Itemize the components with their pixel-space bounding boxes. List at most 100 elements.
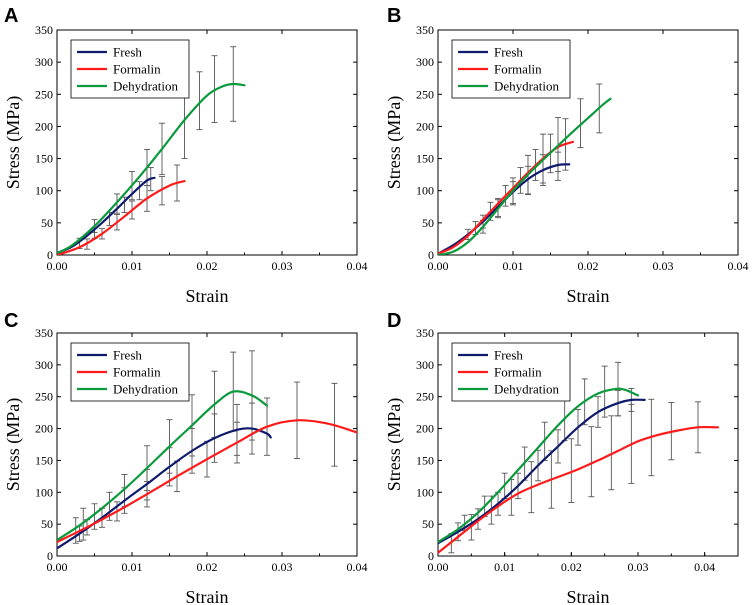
y-tick-label: 50 bbox=[41, 517, 53, 531]
legend-label-formalin: Formalin bbox=[494, 365, 542, 380]
legend: Fresh Formalin Dehydration bbox=[451, 39, 571, 99]
series-line-dehydration bbox=[438, 387, 640, 544]
y-tick-label: 150 bbox=[35, 453, 53, 467]
x-tick-label: 0.00 bbox=[428, 560, 449, 574]
series-line-fresh bbox=[57, 427, 272, 550]
x-tick-label: 0.01 bbox=[122, 259, 143, 273]
x-tick-label: 0.01 bbox=[503, 259, 524, 273]
y-tick-label: 50 bbox=[41, 216, 53, 230]
y-tick-label: 50 bbox=[422, 216, 434, 230]
x-axis-title: Strain bbox=[567, 587, 610, 605]
y-tick-label: 200 bbox=[416, 119, 434, 133]
y-tick-label: 300 bbox=[416, 55, 434, 69]
error-bars-fresh bbox=[76, 402, 255, 542]
legend-label-formalin: Formalin bbox=[113, 365, 161, 380]
y-tick-label: 250 bbox=[35, 390, 53, 404]
legend-label-fresh: Fresh bbox=[113, 45, 142, 60]
x-tick-label: 0.02 bbox=[197, 259, 218, 273]
x-tick-label: 0.03 bbox=[272, 259, 293, 273]
x-axis-title: Strain bbox=[186, 286, 229, 306]
x-tick-label: 0.00 bbox=[47, 560, 68, 574]
y-tick-label: 350 bbox=[35, 23, 53, 37]
data-layer bbox=[438, 361, 720, 554]
y-tick-label: 200 bbox=[35, 422, 53, 436]
series-line-formalin bbox=[438, 425, 720, 554]
error-bars-formalin bbox=[448, 398, 701, 554]
y-tick-label: 0 bbox=[428, 549, 434, 563]
legend: Fresh Formalin Dehydration bbox=[70, 39, 190, 99]
x-tick-label: 0.01 bbox=[494, 560, 515, 574]
y-tick-label: 200 bbox=[416, 422, 434, 436]
y-tick-label: 300 bbox=[35, 55, 53, 69]
x-tick-label: 0.02 bbox=[561, 560, 582, 574]
panel-letter: A bbox=[4, 5, 18, 27]
panel-letter: B bbox=[387, 5, 401, 27]
x-tick-label: 0.01 bbox=[122, 560, 143, 574]
y-tick-label: 350 bbox=[35, 326, 53, 340]
series-line-dehydration bbox=[57, 82, 246, 255]
y-tick-label: 100 bbox=[416, 485, 434, 499]
y-tick-label: 0 bbox=[428, 248, 434, 262]
x-tick-label: 0.00 bbox=[47, 259, 68, 273]
y-tick-label: 50 bbox=[422, 517, 434, 531]
y-tick-label: 300 bbox=[35, 358, 53, 372]
legend-label-dehydration: Dehydration bbox=[113, 79, 178, 94]
x-tick-label: 0.03 bbox=[272, 560, 293, 574]
legend-label-dehydration: Dehydration bbox=[494, 79, 559, 94]
panel-c: C 0.00 0.01 0.02 0.03 0.04 0 50 100 150 200 250 300 3… bbox=[3, 310, 368, 605]
series-line-fresh bbox=[438, 163, 571, 255]
data-layer bbox=[438, 83, 612, 255]
y-tick-label: 100 bbox=[35, 184, 53, 198]
y-tick-label: 150 bbox=[416, 152, 434, 166]
y-tick-label: 250 bbox=[416, 390, 434, 404]
y-tick-label: 150 bbox=[416, 453, 434, 467]
panel-a: A 0.00 0.01 0.02 0.03 0.04 0 50 100 150 200 250 300 3… bbox=[3, 5, 368, 306]
error-bars-formalin bbox=[84, 381, 338, 536]
panel-letter: C bbox=[4, 310, 18, 332]
legend-label-fresh: Fresh bbox=[494, 45, 523, 60]
legend-label-formalin: Formalin bbox=[113, 62, 161, 77]
y-tick-label: 100 bbox=[416, 184, 434, 198]
x-tick-label: 0.03 bbox=[628, 560, 649, 574]
data-layer bbox=[57, 46, 246, 255]
series-line-dehydration bbox=[438, 97, 612, 255]
x-tick-label: 0.03 bbox=[653, 259, 674, 273]
x-tick-label: 0.04 bbox=[694, 560, 715, 574]
legend-label-fresh: Fresh bbox=[113, 348, 142, 363]
x-tick-label: 0.00 bbox=[428, 259, 449, 273]
series-line-formalin bbox=[57, 179, 186, 255]
error-bars-fresh bbox=[76, 167, 154, 250]
series-line-formalin bbox=[57, 419, 357, 544]
legend-label-dehydration: Dehydration bbox=[494, 382, 559, 397]
plot-frame bbox=[437, 332, 739, 557]
x-tick-label: 0.02 bbox=[578, 259, 599, 273]
y-tick-label: 250 bbox=[35, 87, 53, 101]
panel-letter: D bbox=[387, 310, 401, 332]
data-layer bbox=[57, 350, 357, 550]
panel-d: D 0.00 0.01 0.02 0.03 0.04 0 50 100 150 200 250 300 3… bbox=[384, 310, 739, 605]
y-tick-label: 200 bbox=[35, 119, 53, 133]
legend-label-dehydration: Dehydration bbox=[113, 382, 178, 397]
x-axis-title: Strain bbox=[186, 587, 229, 605]
y-tick-label: 0 bbox=[47, 248, 53, 262]
legend: Fresh Formalin Dehydration bbox=[451, 342, 571, 402]
x-tick-label: 0.04 bbox=[728, 259, 749, 273]
x-tick-label: 0.02 bbox=[197, 560, 218, 574]
y-tick-label: 350 bbox=[416, 23, 434, 37]
x-tick-label: 0.04 bbox=[347, 560, 368, 574]
y-axis-title: Stress (MPa) bbox=[384, 398, 405, 492]
y-tick-label: 300 bbox=[416, 358, 434, 372]
y-tick-label: 350 bbox=[416, 326, 434, 340]
y-tick-label: 100 bbox=[35, 485, 53, 499]
y-tick-label: 0 bbox=[47, 549, 53, 563]
legend-label-formalin: Formalin bbox=[494, 62, 542, 77]
panel-b: B 0.00 0.01 0.02 0.03 0.04 0 50 100 150 200 250 300 3… bbox=[384, 5, 749, 306]
y-axis-title: Stress (MPa) bbox=[3, 398, 24, 492]
y-axis-title: Stress (MPa) bbox=[384, 96, 405, 190]
x-axis-title: Strain bbox=[567, 286, 610, 306]
y-tick-label: 250 bbox=[416, 87, 434, 101]
y-tick-label: 150 bbox=[35, 152, 53, 166]
series-line-fresh bbox=[438, 398, 646, 545]
series-line-fresh bbox=[57, 176, 156, 255]
